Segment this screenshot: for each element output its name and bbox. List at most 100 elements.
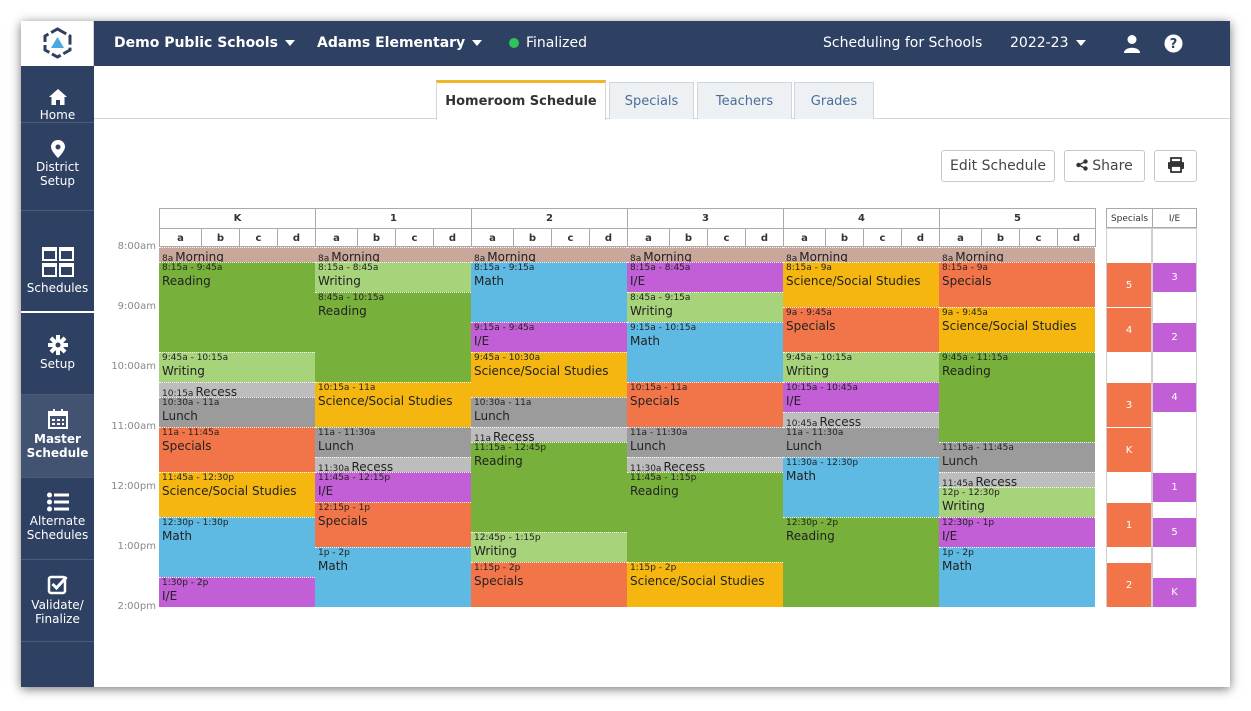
schedule-block-recess[interactable]: 11:30a Recess (627, 457, 783, 472)
schedule-block-morning[interactable]: 8a Morning (783, 247, 939, 262)
summary-cell-specials[interactable]: K (1107, 427, 1151, 472)
schedule-block-lunch[interactable]: 11a - 11:30a Lunch (627, 427, 783, 457)
schedule-block-math[interactable]: 1p - 2p Math (939, 547, 1095, 607)
tab-specials[interactable]: Specials (609, 82, 694, 119)
schedule-block-morning[interactable]: 8a Morning (939, 247, 1095, 262)
schedule-block-specials[interactable]: 11a - 11:45a Specials (159, 427, 315, 472)
schedule-block-specials[interactable]: 10:15a - 11a Specials (627, 382, 783, 427)
schedule-block-reading[interactable]: 8:45a - 10:15a Reading (315, 292, 471, 382)
schedule-block-specials[interactable]: 12:15p - 1p Specials (315, 502, 471, 547)
sidebar-item-alternate-schedules[interactable]: Alternate Schedules (21, 478, 94, 560)
schedule-block-math[interactable]: 11:30a - 12:30p Math (783, 457, 939, 517)
schedule-block-writing[interactable]: 12p - 12:30p Writing (939, 487, 1095, 517)
schedule-block-specials[interactable]: 8:15a - 9a Specials (939, 262, 1095, 307)
block-subject: Science/Social Studies (630, 574, 765, 588)
schedule-block-lunch[interactable]: 11a - 11:30a Lunch (315, 427, 471, 457)
summary-cell-specials[interactable]: 2 (1107, 562, 1151, 607)
schedule-block-ie[interactable]: 12:30p - 1p I/E (939, 517, 1095, 547)
schedule-block-reading[interactable]: 9:45a - 11:15a Reading (939, 352, 1095, 442)
schedule-block-recess[interactable]: 10:45a Recess (783, 412, 939, 427)
schedule-block-specials[interactable]: 9a - 9:45a Specials (783, 307, 939, 352)
tab-grades[interactable]: Grades (794, 82, 874, 119)
schedule-block-writing[interactable]: 8:45a - 9:15a Writing (627, 292, 783, 322)
time-label: 2:00pm (117, 601, 156, 612)
schedule-block-science[interactable]: 10:15a - 11a Science/Social Studies (315, 382, 471, 427)
schedule-block-lunch[interactable]: 11a - 11:30a Lunch (783, 427, 939, 457)
summary-cell-specials[interactable]: 3 (1107, 382, 1151, 427)
schedule-block-recess[interactable]: 11a Recess (471, 427, 627, 442)
schedule-block-science[interactable]: 9a - 9:45a Science/Social Studies (939, 307, 1095, 352)
tab-homeroom-schedule[interactable]: Homeroom Schedule (436, 80, 606, 120)
schedule-block-science[interactable]: 1:15p - 2p Science/Social Studies (627, 562, 783, 607)
summary-cell-ie[interactable]: 5 (1153, 517, 1196, 547)
schedule-block-morning[interactable]: 8a Morning (315, 247, 471, 262)
schedule-block-ie[interactable]: 9:15a - 9:45a I/E (471, 322, 627, 352)
schedule-block-reading[interactable]: 8:15a - 9:45a Reading (159, 262, 315, 352)
summary-cell-ie[interactable]: 1 (1153, 472, 1196, 502)
schedule-block-morning[interactable]: 8a Morning (471, 247, 627, 262)
schedule-block-recess[interactable]: 10:15a Recess (159, 382, 315, 397)
school-dropdown[interactable]: Adams Elementary (317, 21, 483, 66)
schedule-block-science[interactable]: 11:45a - 12:30p Science/Social Studies (159, 472, 315, 517)
schedule-block-math[interactable]: 12:30p - 1:30p Math (159, 517, 315, 577)
schedule-block-writing[interactable]: 12:45p - 1:15p Writing (471, 532, 627, 562)
user-icon[interactable] (1123, 34, 1141, 54)
block-time: 9:15a - 10:15a (630, 323, 697, 333)
share-button[interactable]: Share (1064, 150, 1145, 182)
schedule-block-specials[interactable]: 1:15p - 2p Specials (471, 562, 627, 607)
block-subject: Morning (955, 250, 1004, 262)
summary-cell-ie[interactable]: 4 (1153, 382, 1196, 412)
edit-schedule-button[interactable]: Edit Schedule (941, 150, 1055, 182)
schedule-block-writing[interactable]: 8:15a - 8:45a Writing (315, 262, 471, 292)
sidebar-item-validate-finalize[interactable]: Validate/ Finalize (21, 560, 94, 642)
schedule-block-recess[interactable]: 11:45a Recess (939, 472, 1095, 487)
summary-cell-ie[interactable]: 2 (1153, 322, 1196, 352)
sidebar-item-master-schedule[interactable]: Master Schedule (21, 395, 94, 478)
schedule-block-ie[interactable]: 10:15a - 10:45a I/E (783, 382, 939, 412)
sidebar-item-district-setup[interactable]: District Setup (21, 123, 94, 211)
sidebar-item-setup[interactable]: Setup (21, 313, 94, 395)
section-header: a (627, 228, 670, 247)
block-time: 9:45a - 10:15a (162, 353, 229, 363)
schedule-block-math[interactable]: 1p - 2p Math (315, 547, 471, 607)
time-label: 1:00pm (117, 541, 156, 552)
schedule-block-ie[interactable]: 11:45a - 12:15p I/E (315, 472, 471, 502)
summary-cell-specials[interactable]: 4 (1107, 307, 1151, 352)
tab-teachers[interactable]: Teachers (697, 82, 792, 119)
schedule-block-science[interactable]: 9:45a - 10:30a Science/Social Studies (471, 352, 627, 397)
schedule-block-reading[interactable]: 12:30p - 2p Reading (783, 517, 939, 607)
schedule-block-ie[interactable]: 8:15a - 8:45a I/E (627, 262, 783, 292)
app-logo[interactable] (21, 21, 94, 66)
block-subject: Recess (819, 415, 862, 427)
help-icon[interactable]: ? (1164, 34, 1183, 53)
schedule-block-lunch[interactable]: 11:15a - 11:45a Lunch (939, 442, 1095, 472)
schedule-block-reading[interactable]: 11:45a - 1:15p Reading (627, 472, 783, 562)
schedule-block-morning[interactable]: 8a Morning (159, 247, 315, 262)
summary-cell-ie[interactable]: K (1153, 577, 1196, 607)
district-dropdown[interactable]: Demo Public Schools (114, 21, 295, 66)
print-button[interactable] (1154, 150, 1197, 182)
block-time: 11:30a (630, 464, 662, 472)
summary-cell-specials[interactable]: 5 (1107, 262, 1151, 307)
block-time: 12p - 12:30p (942, 488, 1000, 498)
sidebar-item-home[interactable]: Home (21, 66, 94, 123)
schedule-block-lunch[interactable]: 10:30a - 11a Lunch (471, 397, 627, 427)
list-icon (46, 492, 69, 512)
block-time: 9:45a - 10:15a (786, 353, 853, 363)
summary-cell-ie[interactable]: 3 (1153, 262, 1196, 292)
sidebar-item-schedules[interactable]: Schedules (21, 211, 94, 313)
block-subject: Recess (492, 430, 535, 442)
schedule-block-recess[interactable]: 11:30a Recess (315, 457, 471, 472)
schedule-block-math[interactable]: 9:15a - 10:15a Math (627, 322, 783, 382)
schedule-block-lunch[interactable]: 10:30a - 11a Lunch (159, 397, 315, 427)
schedule-block-morning[interactable]: 8a Morning (627, 247, 783, 262)
schedule-block-math[interactable]: 8:15a - 9:15a Math (471, 262, 627, 322)
year-dropdown[interactable]: 2022-23 (1010, 21, 1086, 66)
schedule-block-ie[interactable]: 1:30p - 2p I/E (159, 577, 315, 607)
printer-icon (1167, 157, 1184, 173)
schedule-block-reading[interactable]: 11:15a - 12:45p Reading (471, 442, 627, 532)
schedule-block-writing[interactable]: 9:45a - 10:15a Writing (783, 352, 939, 382)
schedule-block-science[interactable]: 8:15a - 9a Science/Social Studies (783, 262, 939, 307)
schedule-block-writing[interactable]: 9:45a - 10:15a Writing (159, 352, 315, 382)
summary-cell-specials[interactable]: 1 (1107, 502, 1151, 547)
